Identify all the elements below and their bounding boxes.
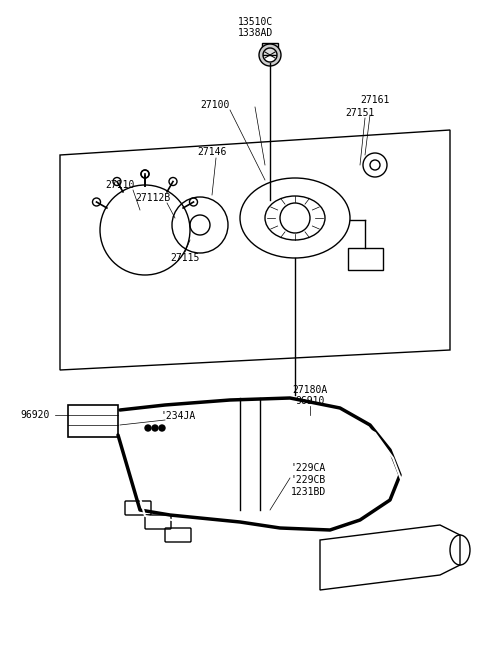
Text: 96920: 96920 [21,410,50,420]
Circle shape [152,425,158,431]
Text: '229CA: '229CA [290,463,325,473]
Text: 27112B: 27112B [135,193,170,203]
Text: 27146: 27146 [197,147,227,157]
Text: '234JA: '234JA [160,411,196,421]
FancyBboxPatch shape [262,43,278,55]
Text: 27110: 27110 [105,180,135,190]
Text: 27151: 27151 [345,108,375,118]
Text: '229CB: '229CB [290,475,325,485]
Text: 27161: 27161 [360,95,390,105]
Text: 1338AD: 1338AD [238,28,273,38]
Text: 96910: 96910 [295,396,324,406]
Text: 1231BD: 1231BD [290,487,325,497]
Text: 27180A: 27180A [292,385,328,395]
Text: 27115: 27115 [170,253,200,263]
Circle shape [145,425,151,431]
Circle shape [159,425,165,431]
Text: 27100: 27100 [200,100,230,110]
Text: 13510C: 13510C [238,17,273,27]
